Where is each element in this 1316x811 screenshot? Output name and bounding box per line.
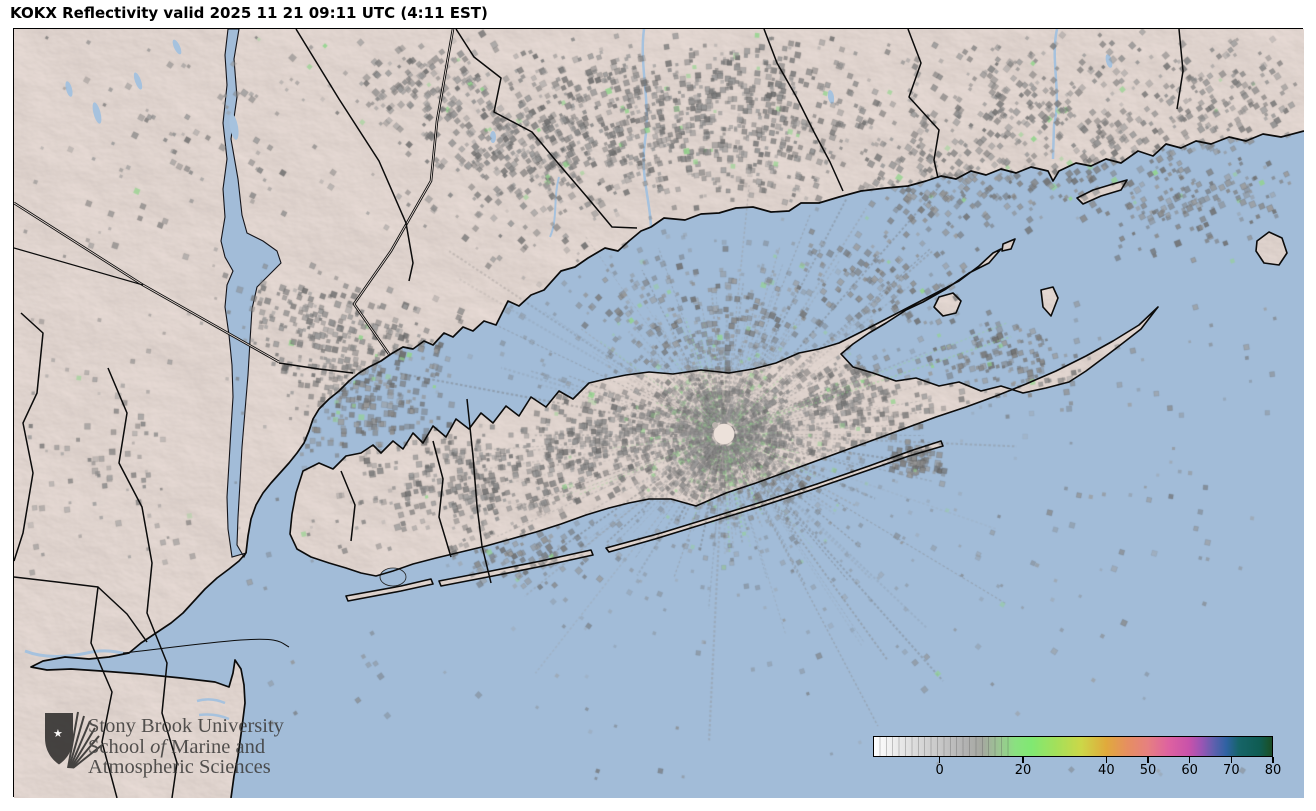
colorbar-tick-label: 50 (1139, 763, 1157, 778)
colorbar-tick-label: 80 (1264, 763, 1282, 778)
figure-title: KOKX Reflectivity valid 2025 11 21 09:11… (10, 4, 488, 22)
colorbar-tick (938, 757, 941, 763)
colorbar-tick (1272, 757, 1274, 763)
colorbar-tick-label: 20 (1014, 763, 1032, 778)
stony-brook-logo: ★ Stony Brook University School of Marin… (38, 704, 338, 799)
colorbar-tick (1230, 757, 1233, 763)
radar-map (13, 28, 1304, 798)
reflectivity-colorbar: 0 20 40 50 60 70 80 (860, 708, 1290, 778)
stony-brook-shield-icon: ★ (45, 711, 103, 769)
map-boundaries-layer (14, 29, 1304, 798)
colorbar-discrete-steps (874, 737, 1014, 756)
stony-brook-logo-text: Stony Brook University School of Marine … (88, 715, 284, 778)
colorbar-tick-label: 70 (1223, 763, 1240, 778)
colorbar-tick-label: 40 (1098, 763, 1115, 778)
colorbar-tick-label: 0 (935, 763, 944, 778)
svg-text:★: ★ (53, 727, 63, 740)
colorbar-tick (1022, 757, 1024, 763)
colorbar-tick-label: 60 (1181, 763, 1198, 778)
colorbar-tick (1105, 757, 1108, 763)
colorbar-gradient (873, 736, 1273, 757)
colorbar-tick (1147, 757, 1149, 763)
colorbar-tick (1188, 757, 1191, 763)
radar-clutter-layer (14, 29, 1304, 798)
